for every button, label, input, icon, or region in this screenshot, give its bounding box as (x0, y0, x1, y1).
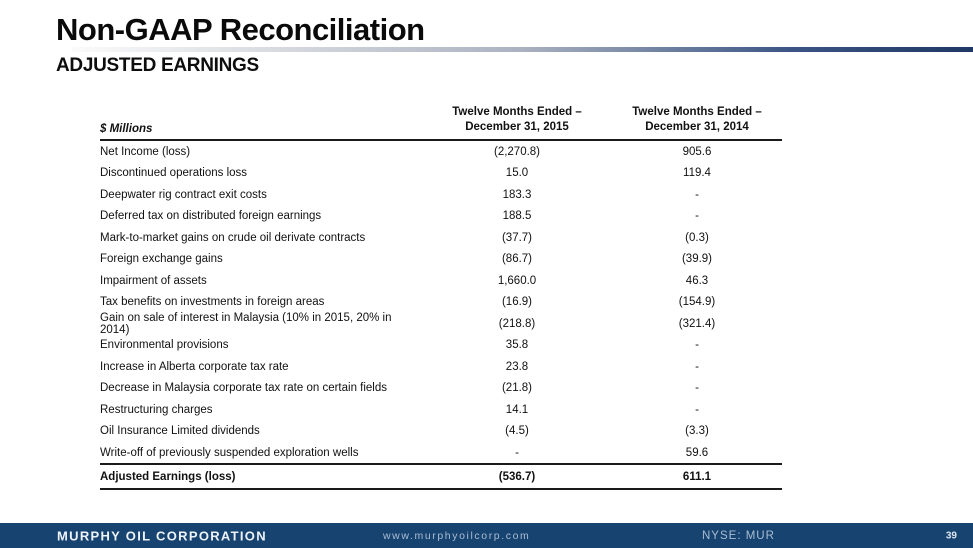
row-value-2014: (0.3) (685, 231, 709, 244)
total-row-label: Adjusted Earnings (loss) (100, 470, 236, 483)
row-value-2014: - (695, 339, 699, 352)
table-row: Environmental provisions 35.8 - (100, 334, 782, 356)
row-label: Mark-to-market gains on crude oil deriva… (100, 231, 366, 244)
table-total-row: Adjusted Earnings (loss) (536.7) 611.1 (100, 463, 782, 491)
row-value-2015: (4.5) (505, 425, 529, 438)
row-label: Environmental provisions (100, 339, 229, 352)
row-value-2015: 14.1 (505, 403, 529, 416)
row-value-2015: 23.8 (505, 360, 529, 373)
table-row: Oil Insurance Limited dividends (4.5) (3… (100, 420, 782, 442)
table-row: Tax benefits on investments in foreign a… (100, 291, 782, 313)
row-value-2015: (86.7) (501, 253, 533, 266)
row-label: Deepwater rig contract exit costs (100, 188, 267, 201)
row-value-2015: (37.7) (501, 231, 533, 244)
table-row: Net Income (loss) (2,270.8) 905.6 (100, 141, 782, 163)
row-value-2015: 35.8 (505, 339, 529, 352)
column-header-2015-line2: December 31, 2015 (465, 120, 569, 133)
column-header-2014-line1: Twelve Months Ended – (632, 106, 762, 118)
table-row: Foreign exchange gains (86.7) (39.9) (100, 248, 782, 270)
row-value-2015: - (515, 446, 519, 459)
row-value-2014: (3.3) (685, 425, 709, 438)
row-value-2014: - (695, 360, 699, 373)
row-value-2014: (321.4) (678, 317, 716, 330)
table-row: Increase in Alberta corporate tax rate 2… (100, 356, 782, 378)
row-value-2014: - (695, 188, 699, 201)
row-value-2015: 188.5 (502, 210, 532, 223)
table-row: Deepwater rig contract exit costs 183.3 … (100, 184, 782, 206)
row-label: Foreign exchange gains (100, 253, 223, 266)
table-row: Gain on sale of interest in Malaysia (10… (100, 311, 782, 336)
table-row: Impairment of assets 1,660.0 46.3 (100, 270, 782, 292)
row-value-2015: 1,660.0 (497, 274, 537, 287)
row-label: Net Income (loss) (100, 145, 191, 158)
row-value-2014: - (695, 382, 699, 395)
row-value-2015: 183.3 (502, 188, 532, 201)
total-row-value-2015: (536.7) (498, 470, 536, 483)
row-value-2014: 119.4 (683, 167, 711, 180)
footer-stock-ticker: NYSE: MUR (702, 529, 775, 542)
row-value-2014: 46.3 (685, 274, 709, 287)
row-value-2015: (218.8) (498, 317, 536, 330)
row-label: Discontinued operations loss (100, 167, 248, 180)
total-row-value-2014: 611.1 (682, 470, 712, 483)
table-row: Decrease in Malaysia corporate tax rate … (100, 377, 782, 399)
row-label: Decrease in Malaysia corporate tax rate … (100, 382, 388, 395)
row-value-2014: 59.6 (685, 446, 709, 459)
row-value-2014: - (695, 210, 699, 223)
row-value-2015: (21.8) (501, 382, 533, 395)
footer-bar: MURPHY OIL CORPORATION www.murphyoilcorp… (0, 523, 973, 548)
row-value-2014: (154.9) (678, 296, 716, 309)
slide-page-number: 39 (945, 530, 957, 541)
table-row: Mark-to-market gains on crude oil deriva… (100, 227, 782, 249)
row-label: Increase in Alberta corporate tax rate (100, 360, 289, 373)
column-header-2014: Twelve Months Ended – December 31, 2014 (612, 105, 782, 135)
table-row: Deferred tax on distributed foreign earn… (100, 205, 782, 227)
row-value-2014: - (695, 403, 699, 416)
row-value-2015: (2,270.8) (493, 145, 541, 158)
table-row: Restructuring charges 14.1 - (100, 399, 782, 421)
row-label: Restructuring charges (100, 403, 213, 416)
title-divider-rule (72, 47, 973, 52)
footer-website: www.murphyoilcorp.com (383, 529, 531, 542)
row-label: Deferred tax on distributed foreign earn… (100, 210, 322, 223)
row-label: Oil Insurance Limited dividends (100, 425, 260, 438)
page-title: Non-GAAP Reconciliation (56, 12, 425, 47)
column-header-2014-line2: December 31, 2014 (645, 120, 749, 133)
unit-label: $ Millions (100, 122, 153, 135)
column-header-2015-line1: Twelve Months Ended – (452, 106, 582, 118)
row-label: Impairment of assets (100, 274, 207, 287)
row-label: Tax benefits on investments in foreign a… (100, 296, 325, 309)
table-header-row: $ Millions Twelve Months Ended – Decembe… (100, 105, 782, 141)
slide-subtitle: ADJUSTED EARNINGS (56, 55, 259, 76)
table-row: Write-off of previously suspended explor… (100, 442, 782, 464)
row-label: Write-off of previously suspended explor… (100, 446, 359, 459)
row-value-2014: 905.6 (682, 145, 712, 158)
row-label: Gain on sale of interest in Malaysia (10… (100, 311, 392, 336)
table-body: Net Income (loss) (2,270.8) 905.6 Discon… (100, 141, 782, 464)
footer-company-name: MURPHY OIL CORPORATION (57, 528, 267, 543)
row-value-2014: (39.9) (681, 253, 713, 266)
row-value-2015: 15.0 (505, 167, 529, 180)
column-header-2015: Twelve Months Ended – December 31, 2015 (422, 105, 612, 135)
row-value-2015: (16.9) (501, 296, 533, 309)
table-row: Discontinued operations loss 15.0 119.4 (100, 162, 782, 184)
reconciliation-table: $ Millions Twelve Months Ended – Decembe… (100, 105, 782, 491)
